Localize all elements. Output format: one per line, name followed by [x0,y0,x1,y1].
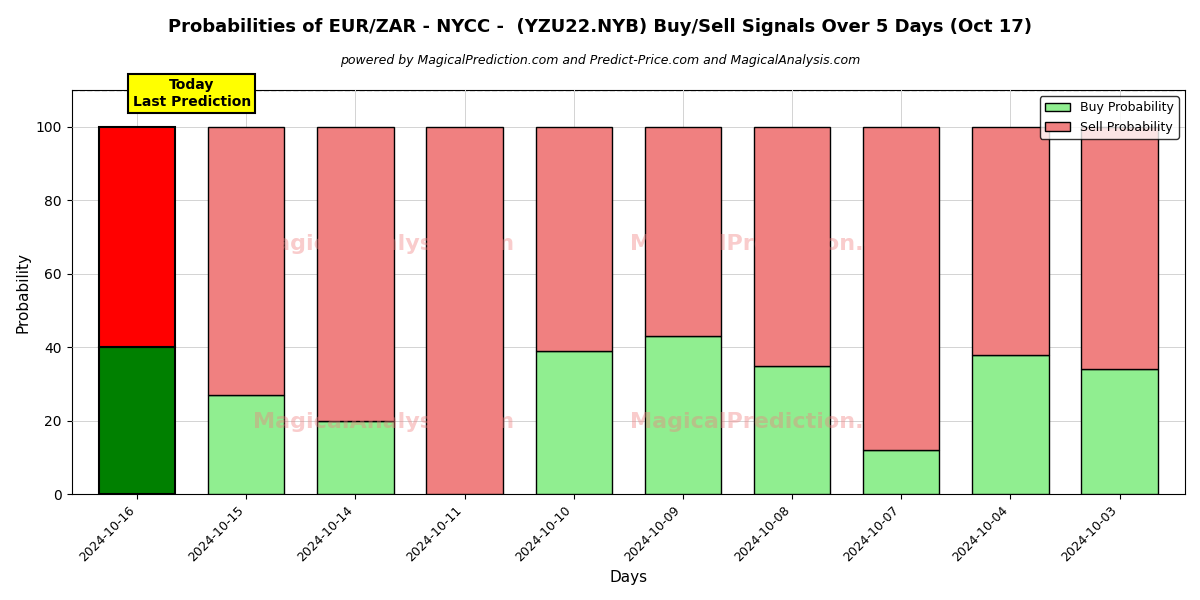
Bar [535,127,612,351]
Bar [208,127,284,395]
Bar [972,127,1049,355]
Bar [644,337,721,494]
Bar [644,127,721,337]
Text: MagicalPrediction.com: MagicalPrediction.com [630,234,916,254]
Text: Today
Last Prediction: Today Last Prediction [132,79,251,109]
Bar [98,127,175,347]
Bar [863,450,940,494]
Bar [426,127,503,494]
Bar [317,127,394,421]
Bar [98,347,175,494]
Y-axis label: Probability: Probability [16,252,30,333]
Bar [1081,370,1158,494]
Bar [863,127,940,450]
Bar [317,421,394,494]
Bar [208,395,284,494]
Bar [1081,127,1158,370]
Bar [535,351,612,494]
Text: MagicalAnalysis.com: MagicalAnalysis.com [253,412,514,431]
Text: powered by MagicalPrediction.com and Predict-Price.com and MagicalAnalysis.com: powered by MagicalPrediction.com and Pre… [340,54,860,67]
Text: MagicalPrediction.com: MagicalPrediction.com [630,412,916,431]
X-axis label: Days: Days [610,570,647,585]
Text: Probabilities of EUR/ZAR - NYCC -  (YZU22.NYB) Buy/Sell Signals Over 5 Days (Oct: Probabilities of EUR/ZAR - NYCC - (YZU22… [168,18,1032,36]
Text: MagicalAnalysis.com: MagicalAnalysis.com [253,234,514,254]
Bar [754,365,830,494]
Legend: Buy Probability, Sell Probability: Buy Probability, Sell Probability [1040,97,1178,139]
Bar [972,355,1049,494]
Bar [754,127,830,365]
